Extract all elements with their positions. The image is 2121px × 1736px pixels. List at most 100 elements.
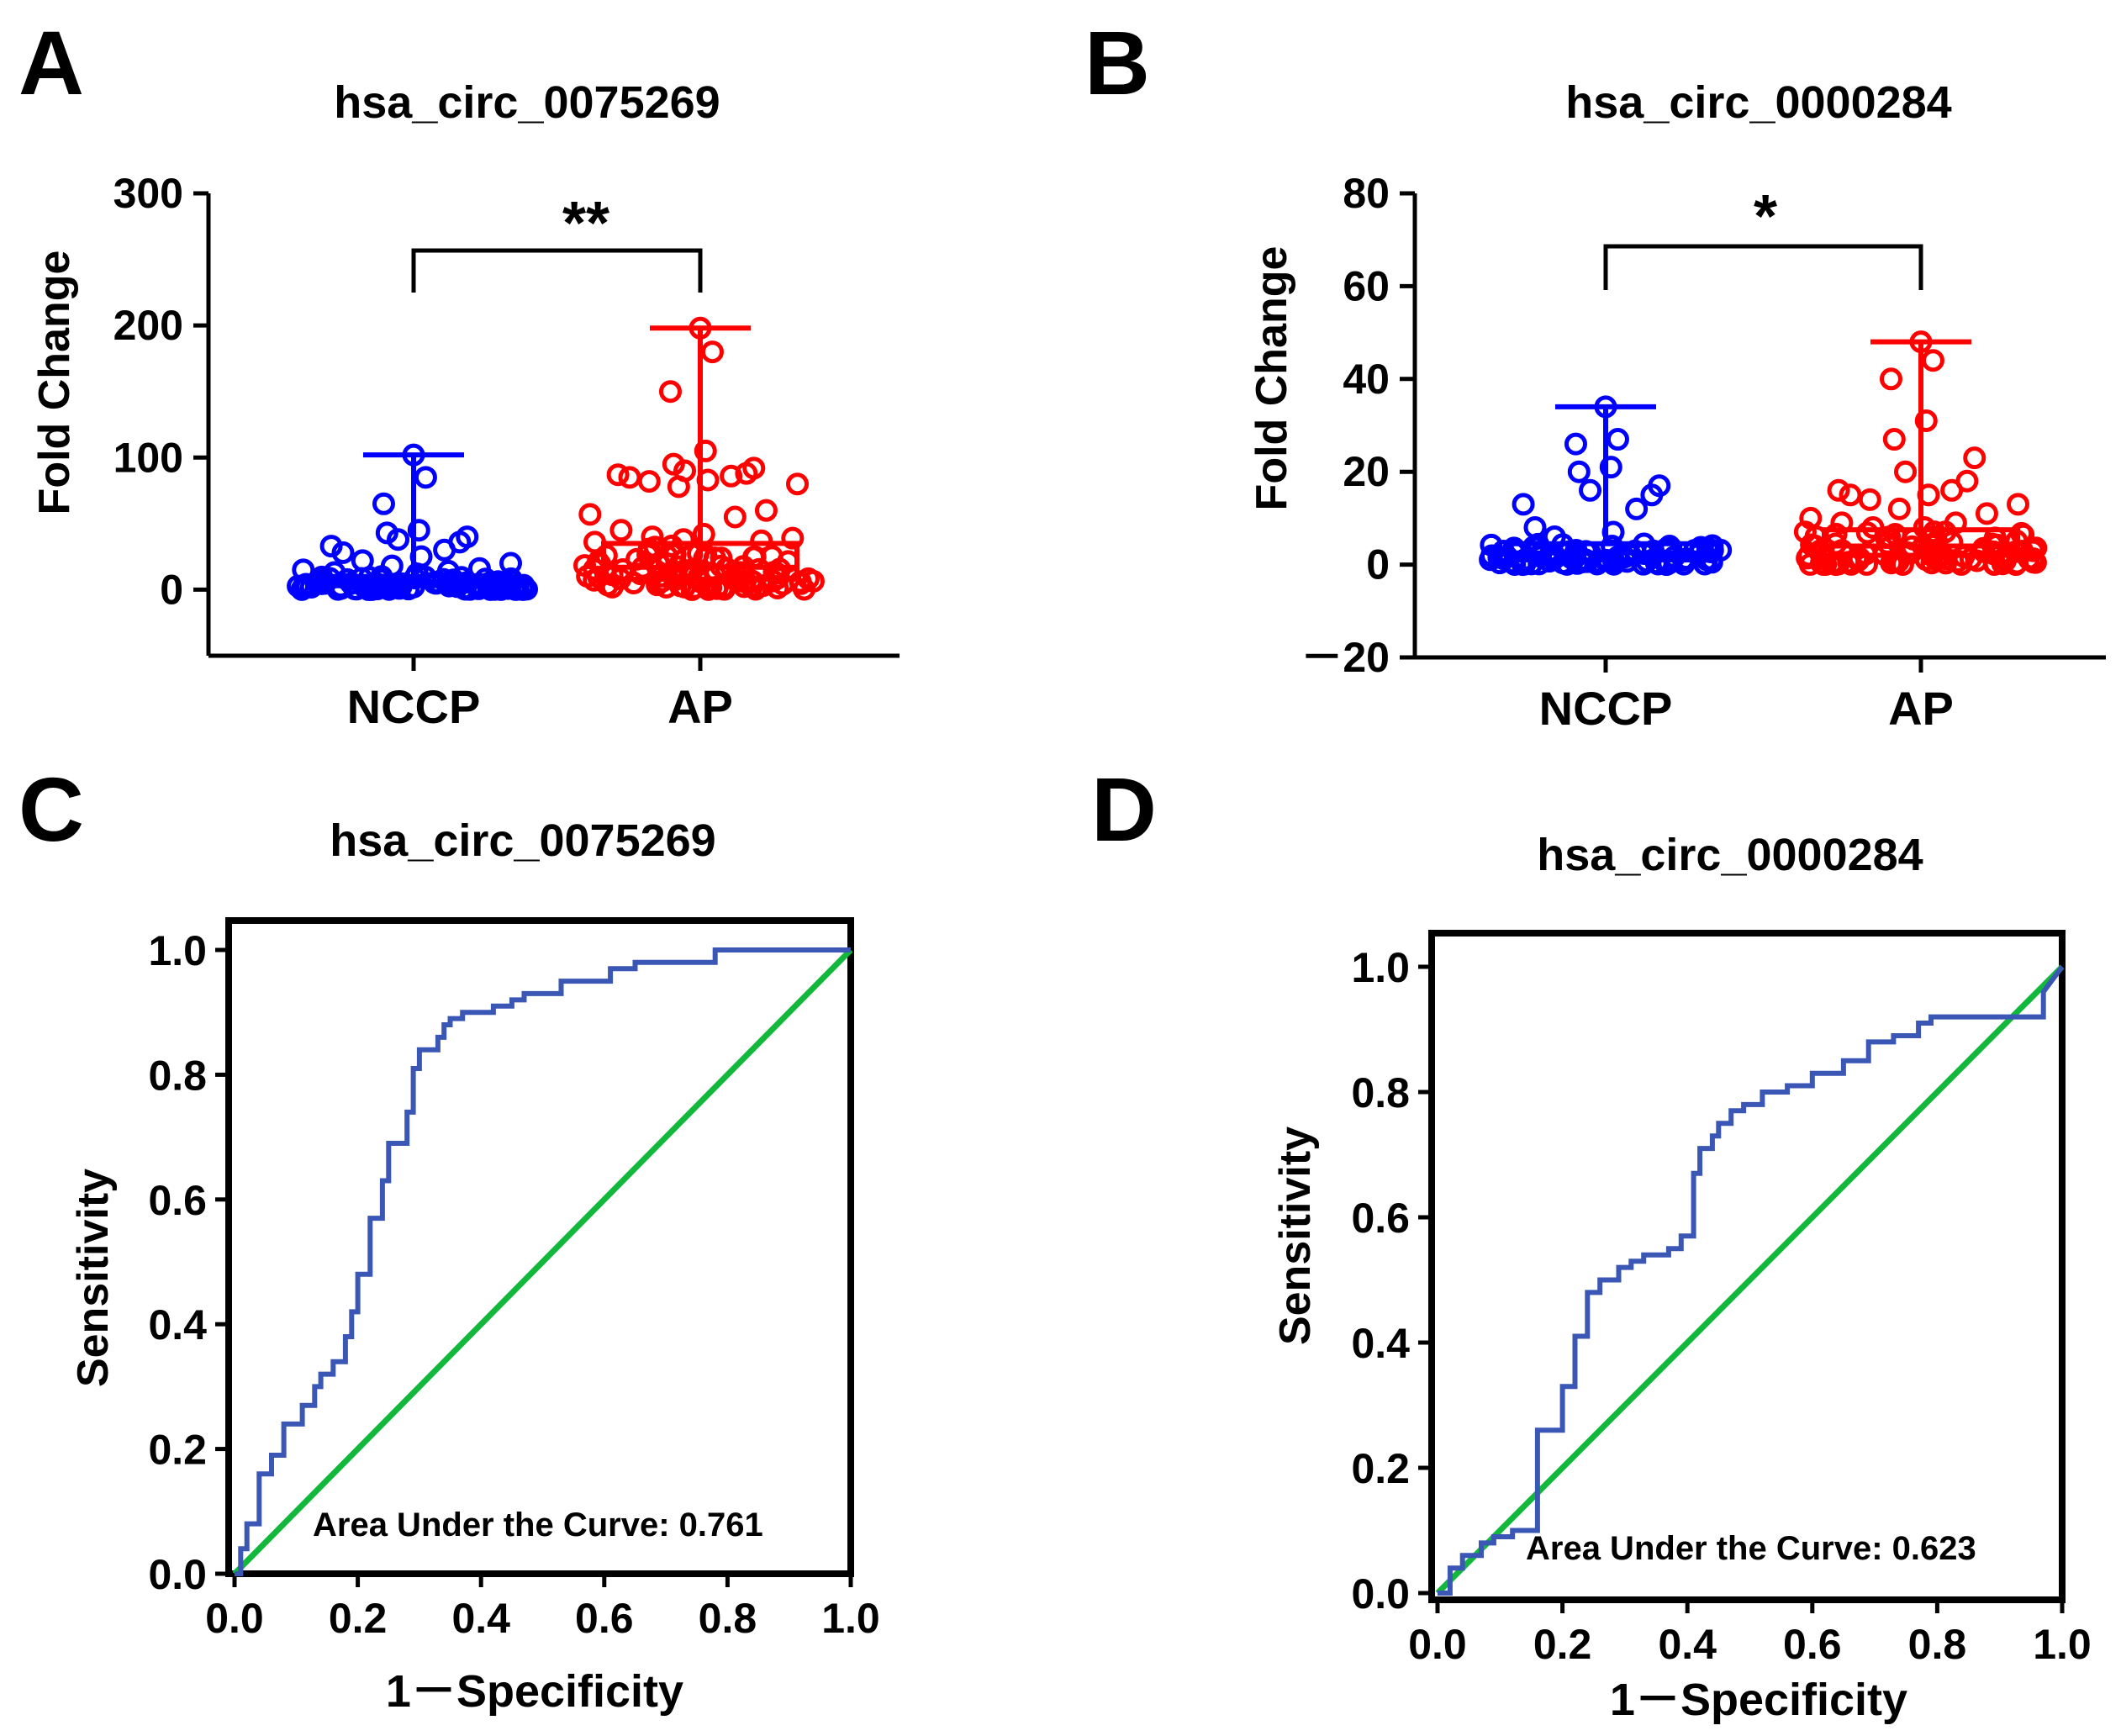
panel-d-y-axis-label: Sensitivity [1271, 1127, 1320, 1345]
panel-b-significance-label: * [1754, 183, 1777, 251]
panel-d-x-tick-label: 1.0 [2033, 1621, 2092, 1668]
panel-d-y-tick-label: 0.0 [1351, 1570, 1410, 1617]
data-point [407, 519, 430, 542]
data-point [754, 499, 778, 522]
data-point [1894, 460, 1918, 483]
panel-d-roc: D hsa_circ_0000284 Sensitivity 1－Specifi… [1091, 758, 2092, 1725]
panel-b-title: hsa_circ_0000284 [1565, 77, 1951, 128]
data-point [1543, 525, 1566, 548]
data-point [771, 573, 794, 596]
data-point [2007, 493, 2030, 516]
panel-c-x-tick-label: 0.4 [451, 1595, 510, 1642]
panel-c-x-tick-label: 1.0 [821, 1595, 880, 1642]
panel-b-y-tick-label: 0 [1366, 541, 1390, 588]
data-point [1594, 395, 1617, 419]
data-point [433, 538, 456, 562]
data-point [402, 443, 425, 467]
data-point [375, 521, 398, 545]
panel-b-dot-plot: B hsa_circ_0000284 Fold Change －20 0 20 40 6… [1084, 12, 2106, 735]
data-point [1564, 432, 1587, 456]
data-point [436, 559, 460, 583]
data-point [1824, 522, 1848, 546]
data-point [750, 529, 773, 552]
data-point [1579, 478, 1602, 502]
data-point [331, 541, 355, 564]
data-point [1599, 456, 1622, 479]
data-point [1944, 511, 1967, 535]
data-point [583, 530, 607, 554]
data-point [692, 522, 715, 546]
panel-b-y-tick-label: 40 [1343, 356, 1390, 403]
data-point [405, 562, 429, 586]
panel-b-y-tick-label: 60 [1343, 262, 1390, 309]
data-point [1913, 515, 1936, 539]
panel-a-dot-plot: A hsa_circ_0075269 Fold Change 0 100 200 30… [18, 12, 900, 733]
data-point [1827, 478, 1850, 502]
data-point [1798, 552, 1822, 576]
panel-d-y-tick-label: 1.0 [1351, 944, 1410, 991]
panel-a-significance-bracket [411, 248, 703, 293]
data-point [1940, 478, 1964, 502]
data-point [1858, 488, 1881, 511]
panel-d-reference-line [1435, 964, 2065, 1596]
panel-c-y-tick-label: 0.6 [148, 1177, 207, 1224]
panel-a-y-tick-label: 300 [113, 170, 183, 217]
data-point [573, 554, 597, 578]
data-point [1975, 502, 1998, 525]
data-point [1567, 460, 1591, 483]
panel-d-roc-curve [1438, 965, 2065, 1596]
data-point [351, 549, 374, 573]
data-point [1640, 483, 1664, 507]
data-point [2012, 523, 2035, 546]
panel-letter-b: B [1084, 12, 1150, 113]
panel-a-title: hsa_circ_0075269 [334, 77, 720, 128]
data-point [323, 561, 346, 584]
data-point [467, 557, 491, 580]
panel-b-x-category-label: NCCP [1539, 682, 1673, 735]
panel-c-reference-line [232, 947, 853, 1576]
panel-d-x-tick-label: 0.6 [1783, 1621, 1842, 1668]
data-point [1480, 533, 1503, 557]
data-point [387, 528, 410, 551]
panel-a-y-axis-label: Fold Change [30, 251, 79, 515]
panel-c-marks [232, 947, 853, 1576]
data-point [1830, 511, 1854, 535]
data-point [380, 554, 404, 578]
data-point [1963, 446, 1986, 470]
panel-b-y-tick-label: 80 [1343, 170, 1390, 217]
data-point [1896, 541, 1919, 564]
panel-c-y-tick-label: 1.0 [148, 927, 207, 974]
panel-b-y-tick-label: －20 [1301, 634, 1390, 681]
data-point [1879, 367, 1902, 391]
panel-c-y-tick-label: 0.0 [148, 1551, 207, 1598]
data-point [1512, 493, 1535, 516]
data-point [609, 519, 633, 542]
data-point [801, 569, 825, 593]
panel-letter-d: D [1091, 758, 1157, 860]
data-point [689, 316, 712, 340]
panel-c-y-tick-label: 0.2 [148, 1427, 207, 1474]
data-point [414, 466, 437, 489]
panel-a-series-nccp [287, 443, 539, 601]
panel-a-y-tick-label: 200 [113, 302, 183, 349]
panel-d-title: hsa_circ_0000284 [1537, 830, 1923, 880]
data-point [1882, 428, 1906, 451]
data-point [618, 466, 641, 489]
panel-c-x-tick-label: 0.8 [699, 1595, 757, 1642]
panel-c-y-tick-label: 0.8 [148, 1052, 207, 1099]
panel-a-significance-label: ** [562, 190, 609, 257]
data-point [2022, 551, 2045, 574]
panel-d-x-tick-label: 0.4 [1658, 1621, 1717, 1668]
data-point [1917, 483, 1940, 507]
panel-b-marks [1479, 330, 2048, 577]
data-point [672, 528, 695, 551]
data-point [1909, 330, 1933, 354]
data-point [1845, 547, 1869, 571]
data-point [1914, 409, 1938, 432]
panel-b-axes: －20 0 20 40 60 80 NCCP AP [1301, 170, 2106, 735]
data-point [1523, 515, 1547, 539]
data-point [1921, 349, 1944, 372]
data-point [694, 439, 717, 462]
data-point [735, 462, 758, 485]
